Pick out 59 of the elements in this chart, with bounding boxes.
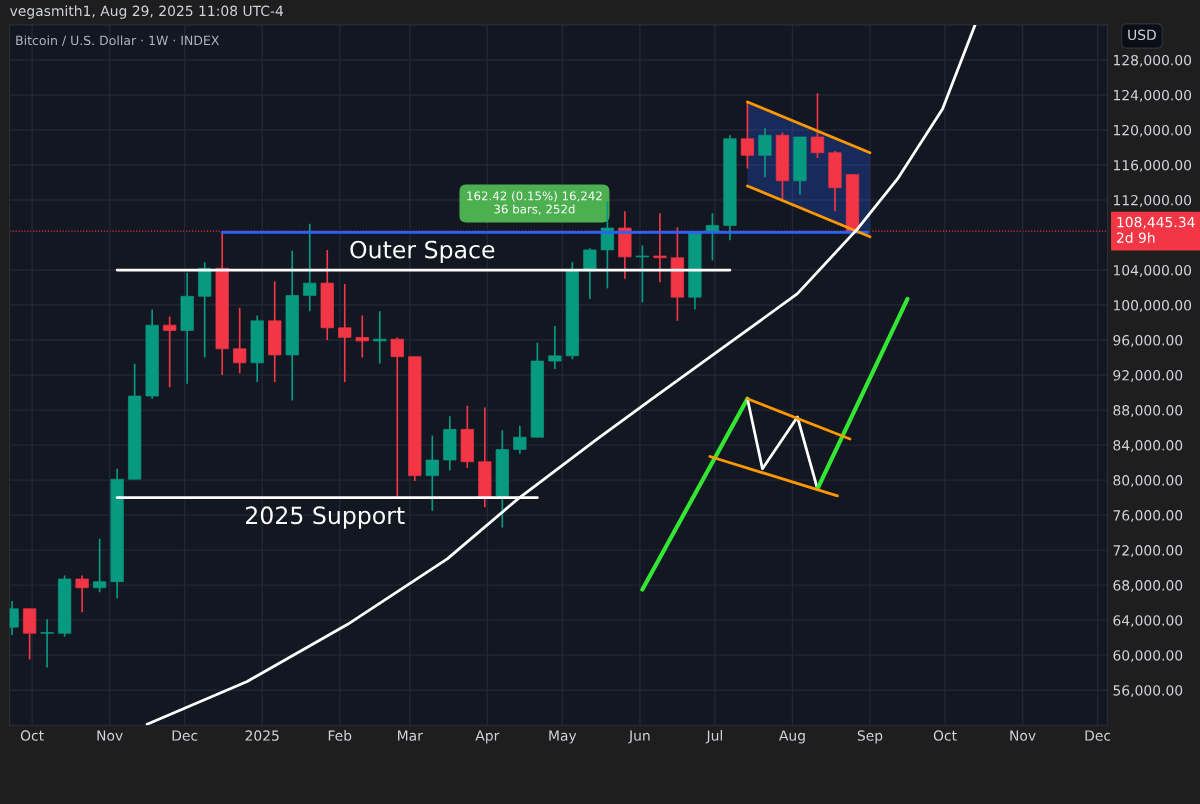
x-tick-label: Oct: [20, 730, 44, 741]
x-tick-label: Oct: [933, 730, 957, 741]
candlestick: [740, 101, 755, 170]
y-tick-label: 68,000.00: [1113, 580, 1183, 593]
x-tick-label: Jun: [628, 730, 650, 744]
x-tick-label: Dec: [172, 730, 198, 741]
x-tick-label: Nov: [1010, 730, 1036, 741]
candlestick: [810, 92, 825, 159]
candlestick: [513, 425, 527, 455]
y-tick-label: 84,000.00: [1113, 440, 1183, 452]
candlestick: [163, 315, 177, 389]
y-tick-label: 116,000.00: [1113, 159, 1192, 172]
y-tick-label: 128,000.00: [1113, 54, 1192, 67]
candlestick: [425, 434, 439, 512]
x-tick-label: Aug: [779, 730, 805, 744]
annotation: Outer Space: [350, 240, 495, 264]
y-tick-label: 104,000.00: [1113, 264, 1192, 277]
x-tick-label: 2025: [245, 730, 279, 741]
text: USD: [1128, 29, 1156, 41]
candlestick: [75, 574, 89, 614]
y-tick-label: 64,000.00: [1113, 615, 1183, 628]
x-tick-label: Feb: [328, 730, 352, 741]
y-tick-label: 72,000.00: [1113, 545, 1183, 558]
ref-line-label: 108,445.34 2d 9h: [1116, 216, 1195, 243]
candlestick: [548, 325, 562, 370]
candlestick: [758, 127, 772, 179]
candlestick: [93, 537, 107, 593]
annotation: 162.42 (0.15%) 16,242 36 bars, 252d: [467, 191, 602, 215]
text: Bitcoin / U.S. Dollar · 1W · INDEX: [16, 35, 220, 47]
chart-title: vegasmith1, Aug 29, 2025 11:08 UTC-4: [10, 5, 284, 19]
candlestick: [355, 314, 369, 359]
candlestick: [303, 222, 317, 313]
y-tick-label: 56,000.00: [1113, 685, 1183, 698]
y-tick-label: 92,000.00: [1113, 370, 1183, 382]
x-tick-label: Jul: [705, 730, 722, 744]
y-tick-label: 96,000.00: [1113, 335, 1183, 347]
x-tick-label: Dec: [1085, 730, 1111, 741]
x-tick-label: Mar: [398, 730, 423, 741]
y-tick-label: 112,000.00: [1113, 194, 1192, 207]
candlestick: [233, 306, 247, 375]
y-tick-label: 124,000.00: [1113, 89, 1192, 102]
annotation: 2025 Support: [246, 506, 405, 529]
y-tick-label: 100,000.00: [1113, 300, 1192, 312]
y-tick-label: 80,000.00: [1113, 475, 1183, 487]
x-tick-label: Sep: [857, 730, 883, 744]
candlestick: [390, 336, 404, 498]
y-tick-label: 120,000.00: [1113, 124, 1192, 137]
x-tick-label: Apr: [475, 730, 500, 744]
candlestick: [40, 618, 54, 669]
x-tick-label: Nov: [97, 730, 123, 741]
y-tick-label: 60,000.00: [1113, 650, 1183, 663]
candlestick: [600, 200, 614, 290]
y-tick-label: 88,000.00: [1113, 405, 1183, 417]
candlestick: [373, 310, 387, 365]
candlestick: [635, 244, 649, 304]
x-tick-label: May: [549, 730, 577, 744]
candlestick: [338, 283, 352, 383]
y-tick-label: 76,000.00: [1113, 510, 1183, 523]
candlestick: [583, 247, 597, 300]
